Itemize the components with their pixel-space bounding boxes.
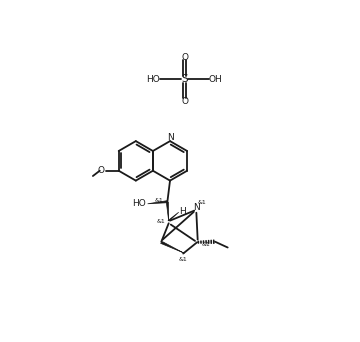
Text: O: O [181, 96, 188, 106]
Text: &1: &1 [202, 242, 211, 247]
Text: HO: HO [132, 199, 146, 208]
Text: N: N [167, 133, 174, 143]
Text: &1: &1 [157, 220, 166, 224]
Polygon shape [168, 212, 179, 221]
Text: &1: &1 [154, 198, 163, 203]
Text: OH: OH [209, 75, 223, 84]
Text: O: O [98, 166, 104, 175]
Text: O: O [181, 53, 188, 62]
Text: &1: &1 [198, 200, 207, 205]
Text: N: N [193, 203, 200, 212]
Text: H: H [179, 207, 185, 216]
Text: S: S [181, 74, 188, 84]
Polygon shape [148, 201, 167, 204]
Polygon shape [166, 202, 169, 221]
Polygon shape [161, 242, 184, 253]
Text: HO: HO [146, 75, 160, 84]
Text: &1: &1 [178, 257, 187, 262]
